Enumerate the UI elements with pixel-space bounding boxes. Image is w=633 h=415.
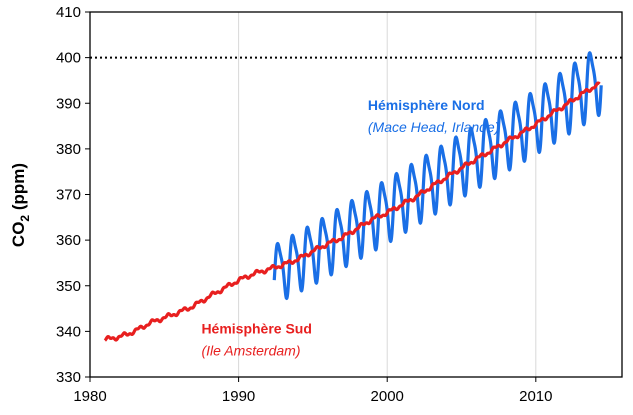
annotation-nord: Hémisphère Nord (Mace Head, Irlande) <box>368 97 500 135</box>
series-line-nord <box>272 51 603 300</box>
y-tick-label: 380 <box>56 141 81 158</box>
x-axis-ticks: 1980 1990 2000 2010 <box>73 377 552 405</box>
y-tick-label: 350 <box>56 278 81 295</box>
x-tick-label: 1980 <box>73 388 106 405</box>
y-axis-label: CO2 (ppm) <box>9 163 32 247</box>
y-tick-label: 390 <box>56 95 81 112</box>
y-tick-label: 400 <box>56 50 81 67</box>
y-axis-label-unit: (ppm) <box>9 163 28 215</box>
vertical-gridlines <box>238 12 537 377</box>
annotation-nord-subtitle: (Mace Head, Irlande) <box>368 119 500 135</box>
annotation-nord-title: Hémisphère Nord <box>368 97 485 113</box>
series-layer <box>103 51 603 342</box>
y-axis-label-subscript: 2 <box>18 215 32 222</box>
y-axis-ticks: 330 340 350 360 370 380 390 400 410 <box>56 4 90 386</box>
annotation-sud-subtitle: (Ile Amsterdam) <box>201 343 300 359</box>
annotation-sud: Hémisphère Sud (Ile Amsterdam) <box>201 321 311 359</box>
y-tick-label: 410 <box>56 4 81 21</box>
x-tick-label: 2010 <box>519 388 552 405</box>
x-tick-label: 1990 <box>222 388 255 405</box>
plot-frame <box>89 11 623 378</box>
y-tick-label: 360 <box>56 232 81 249</box>
y-axis-label-main: CO <box>9 222 28 248</box>
y-tick-label: 370 <box>56 187 81 204</box>
series-line-sud <box>103 81 601 342</box>
y-tick-label: 330 <box>56 369 81 386</box>
y-tick-label: 340 <box>56 323 81 340</box>
x-tick-label: 2000 <box>371 388 404 405</box>
annotation-sud-title: Hémisphère Sud <box>201 321 311 337</box>
